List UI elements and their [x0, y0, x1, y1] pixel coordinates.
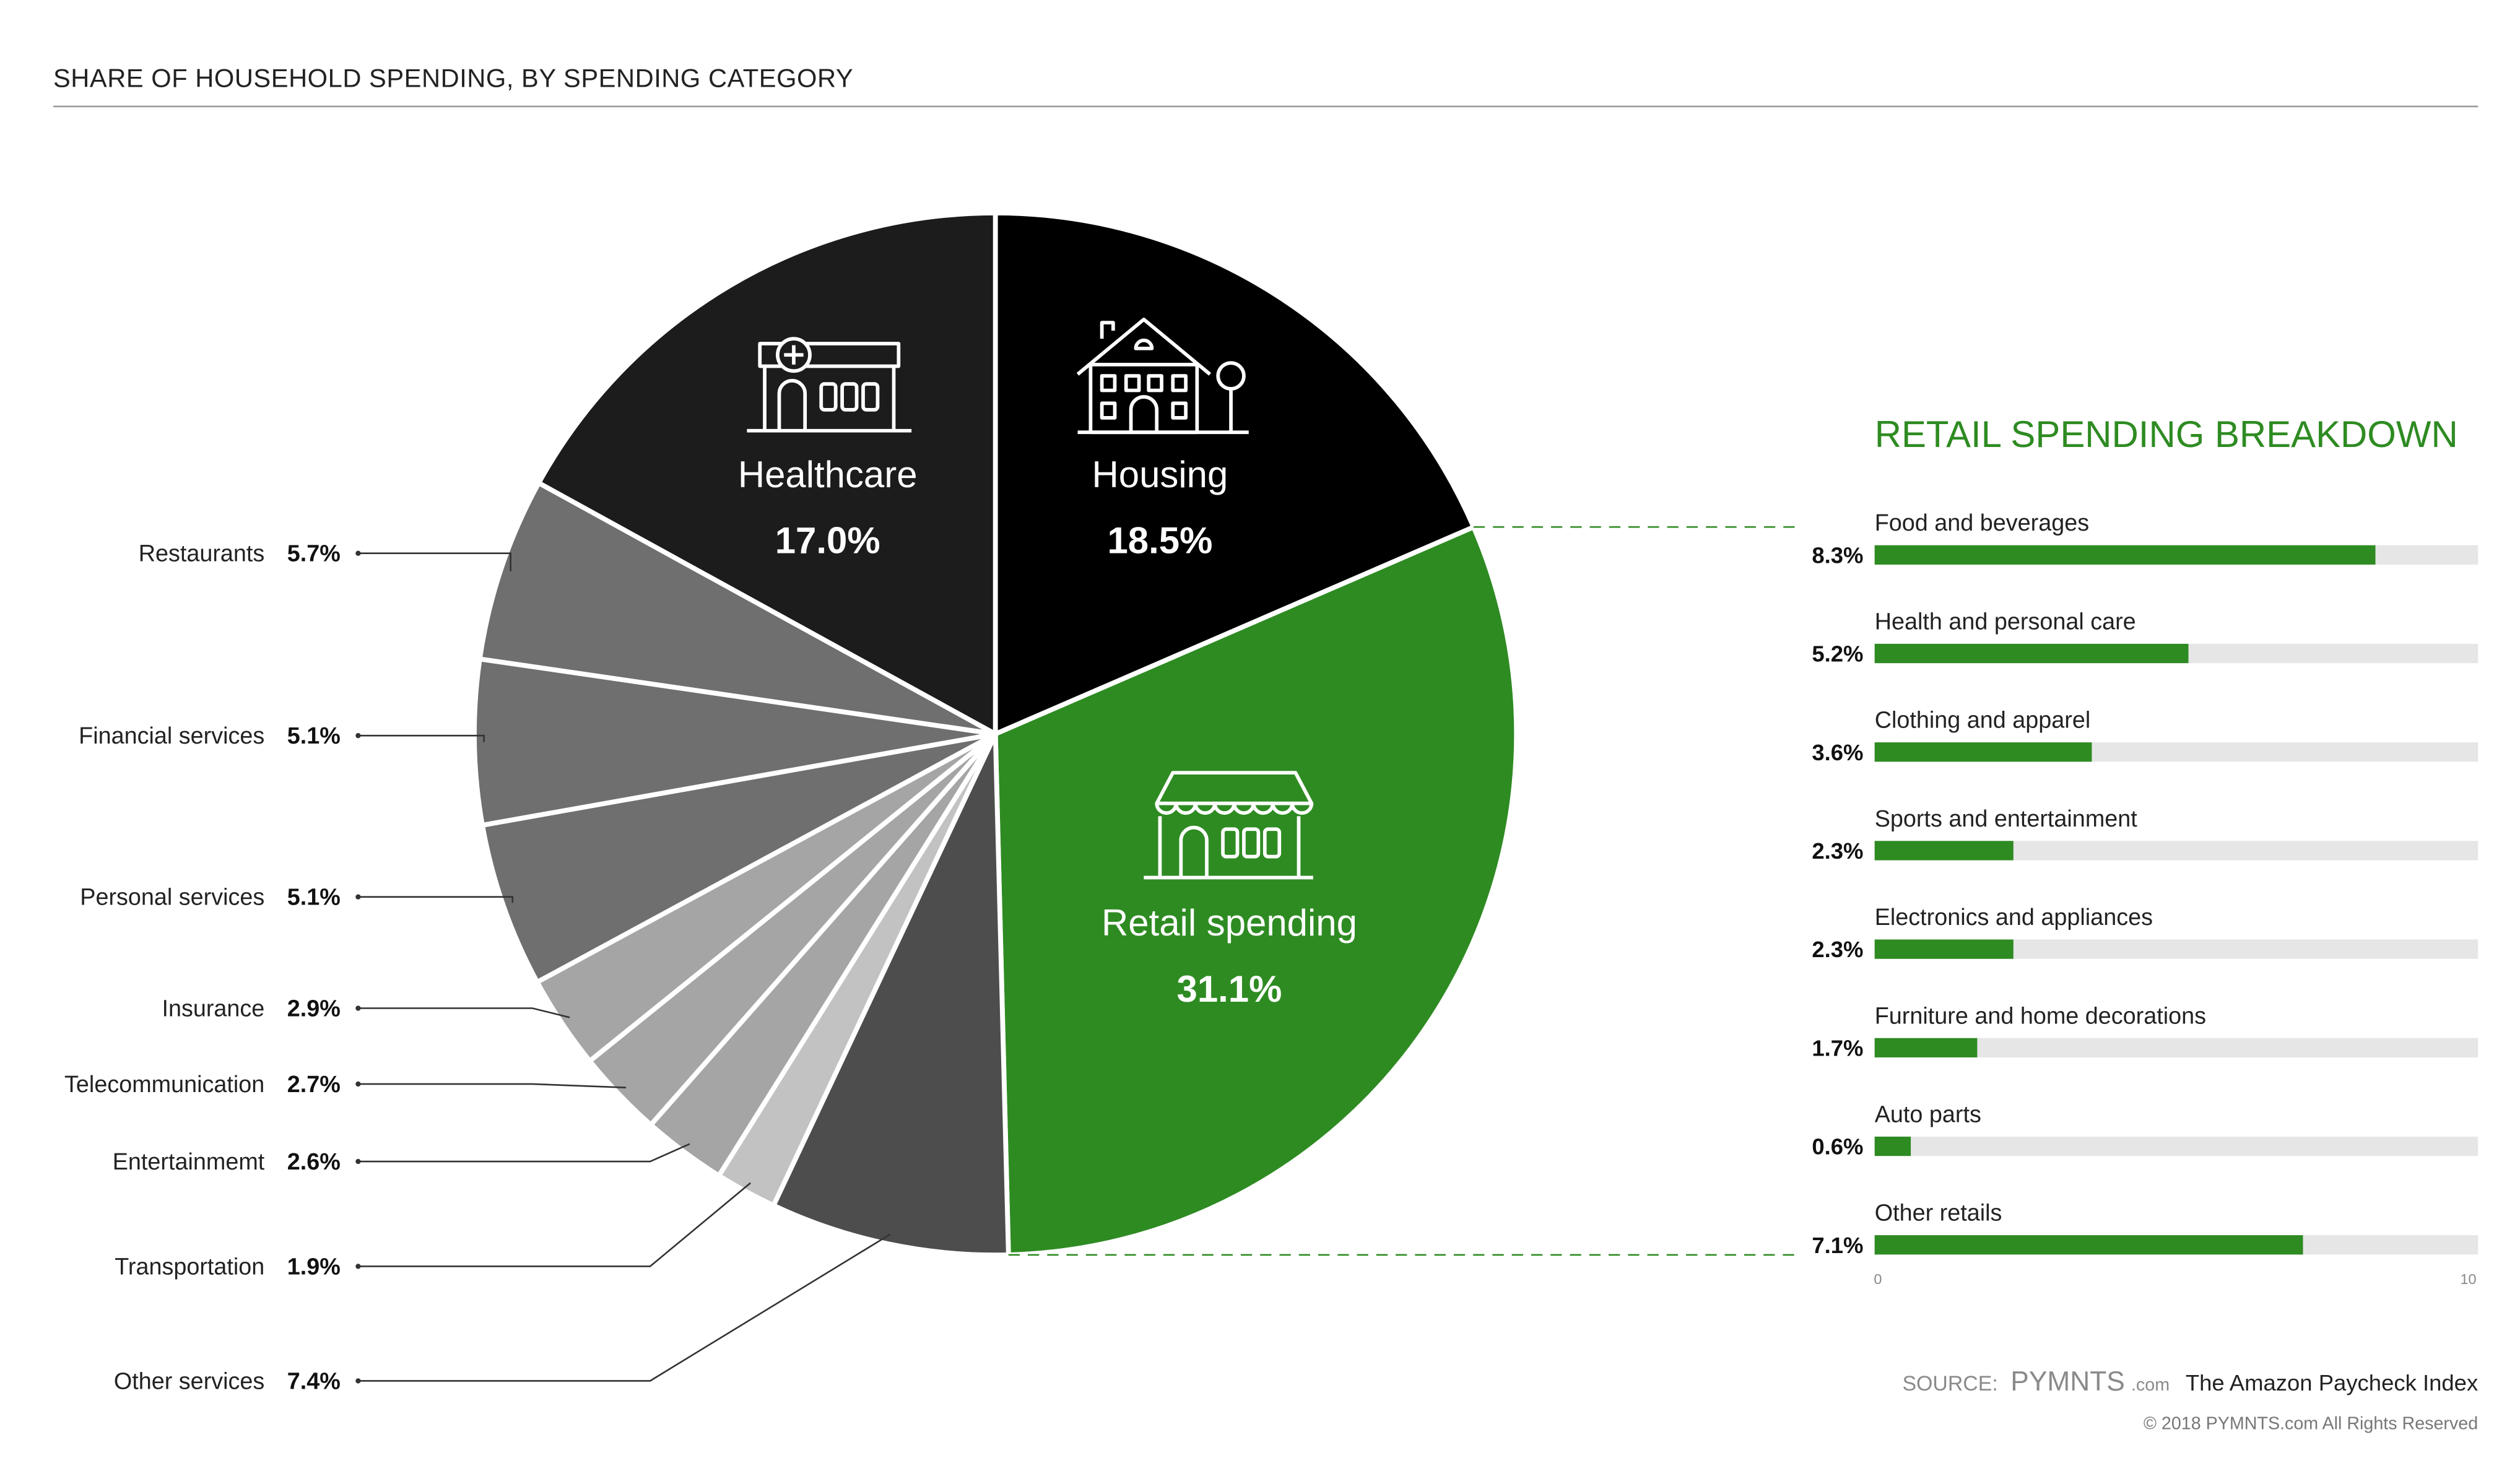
- retail-bar-category: Auto parts: [1875, 1101, 1981, 1127]
- leader-line-financial-services: [358, 734, 485, 742]
- retail-bar-fill: [1874, 841, 2014, 861]
- retail-bar-category: Furniture and home decorations: [1875, 1003, 2206, 1029]
- leader-line-entertainmemt: [358, 1143, 690, 1163]
- pie-label-housing: Housing: [1092, 454, 1228, 495]
- retail-bar-value: 3.6%: [1812, 740, 1863, 765]
- source-label: SOURCE:: [1902, 1372, 1997, 1395]
- retail-bar-row: Furniture and home decorations 1.7%: [1812, 1003, 2479, 1061]
- pie-value-personal-services: 5.1%: [287, 885, 341, 911]
- pie-slice-restaurants: [477, 480, 998, 737]
- retail-bar-category: Other retails: [1875, 1200, 2002, 1226]
- retail-bar-track: [1874, 1136, 2479, 1156]
- leader-dot-entertainmemt: [355, 1158, 361, 1165]
- pie-outside-labels: Other services 7.4% Transportation 1.9% Ente…: [64, 541, 341, 1395]
- axis-tick-0: 0: [1874, 1271, 1882, 1287]
- house-icon: [1076, 318, 1249, 435]
- copyright-text: © 2018 PYMNTS.com All Rights Reserved: [2144, 1414, 2478, 1434]
- retail-bar-row: Clothing and apparel 3.6%: [1812, 708, 2479, 765]
- pie-slice-financial-services: [472, 656, 998, 828]
- leader-line-insurance: [358, 1007, 570, 1018]
- pie-label-healthcare: Healthcare: [738, 454, 918, 495]
- retail-bar-chart: Food and beverages 8.3% Health and persona…: [1812, 510, 2479, 1258]
- pie-value-healthcare: 17.0%: [775, 520, 880, 562]
- retail-bar-fill: [1874, 1136, 1911, 1156]
- source-brand-suffix: .com: [2131, 1375, 2170, 1395]
- retail-bar-row: Sports and entertainment 2.3%: [1812, 806, 2479, 864]
- pie-label-financial-services: Financial services: [79, 723, 264, 749]
- retail-bar-category: Electronics and appliances: [1875, 905, 2153, 931]
- pie-label-retail-spending: Retail spending: [1101, 902, 1357, 944]
- retail-bar-row: Auto parts 0.6%: [1812, 1101, 2479, 1160]
- pie-value-entertainmemt: 2.6%: [287, 1149, 341, 1175]
- retail-bar-category: Sports and entertainment: [1875, 806, 2138, 832]
- leader-line-transportation: [358, 1182, 751, 1267]
- retail-bar-fill: [1874, 939, 2014, 959]
- leader-line-personal-services: [358, 896, 514, 903]
- page-title: SHARE OF HOUSEHOLD SPENDING, BY SPENDING…: [53, 64, 853, 93]
- retail-bar-fill: [1874, 1038, 1978, 1057]
- retail-bar-value: 1.7%: [1812, 1035, 1863, 1061]
- retail-bar-row: Health and personal care 5.2%: [1812, 609, 2479, 667]
- pie-label-personal-services: Personal services: [80, 885, 264, 911]
- pie-inside-labels: Housing 18.5% Retail spending 31.1% Healthca…: [738, 454, 1357, 1010]
- pie-slice-other-services: [771, 731, 1011, 1258]
- retail-bar-value: 5.2%: [1812, 641, 1863, 667]
- pie-slice-personal-services: [480, 731, 998, 985]
- source-brand: PYMNTS: [2010, 1366, 2125, 1397]
- leader-dot-telecommunication: [355, 1081, 361, 1087]
- pie-value-telecommunication: 2.7%: [287, 1072, 341, 1098]
- pie-label-transportation: Transportation: [115, 1254, 264, 1280]
- source-line: SOURCE: PYMNTS .com The Amazon Paycheck …: [1902, 1366, 2478, 1397]
- leader-line-other-services: [358, 1233, 891, 1382]
- pie-chart: [472, 210, 1519, 1258]
- pie-value-restaurants: 5.7%: [287, 541, 341, 567]
- retail-bar-value: 2.3%: [1812, 838, 1863, 864]
- retail-bar-category: Clothing and apparel: [1875, 708, 2091, 734]
- retail-bar-fill: [1874, 742, 2092, 762]
- retail-bar-value: 8.3%: [1812, 542, 1863, 568]
- pie-label-other-services: Other services: [114, 1368, 264, 1394]
- retail-bar-value: 0.6%: [1812, 1134, 1863, 1160]
- store-icon: [1144, 771, 1314, 880]
- pie-value-insurance: 2.9%: [287, 996, 341, 1022]
- retail-bar-row: Other retails 7.1%: [1812, 1200, 2479, 1258]
- source-report: The Amazon Paycheck Index: [2186, 1370, 2478, 1395]
- pie-label-entertainmemt: Entertainmemt: [113, 1149, 265, 1175]
- hospital-icon: [747, 337, 912, 433]
- retail-bar-category: Health and personal care: [1875, 609, 2136, 635]
- retail-bar-fill: [1874, 643, 2189, 664]
- leader-line-telecommunication: [358, 1083, 627, 1088]
- retail-bar-row: Electronics and appliances 2.3%: [1812, 905, 2479, 962]
- pie-label-telecommunication: Telecommunication: [64, 1072, 264, 1098]
- pie-label-insurance: Insurance: [162, 996, 264, 1022]
- pie-value-other-services: 7.4%: [287, 1368, 341, 1394]
- retail-bar-row: Food and beverages 8.3%: [1812, 510, 2479, 568]
- retail-bar-value: 7.1%: [1812, 1233, 1863, 1258]
- pie-value-housing: 18.5%: [1107, 520, 1212, 562]
- leader-dot-insurance: [355, 1005, 361, 1011]
- pie-slice-retail-spending: [993, 524, 1519, 1257]
- retail-bar-fill: [1874, 545, 2376, 565]
- retail-bar-value: 2.3%: [1812, 937, 1863, 962]
- pie-label-restaurants: Restaurants: [139, 541, 265, 567]
- pie-leader-lines: [355, 550, 891, 1384]
- pie-value-transportation: 1.9%: [287, 1254, 341, 1280]
- leader-dot-personal-services: [355, 894, 361, 900]
- retail-bar-category: Food and beverages: [1875, 510, 2089, 536]
- pie-value-financial-services: 5.1%: [287, 723, 341, 749]
- retail-breakdown-title: RETAIL SPENDING BREAKDOWN: [1875, 414, 2458, 455]
- leader-dot-restaurants: [355, 550, 361, 556]
- pie-value-retail-spending: 31.1%: [1177, 968, 1282, 1010]
- retail-bar-fill: [1874, 1235, 2303, 1255]
- leader-dot-financial-services: [355, 732, 361, 739]
- axis-tick-10: 10: [2461, 1271, 2477, 1287]
- leader-dot-transportation: [355, 1264, 361, 1269]
- leader-line-restaurants: [358, 552, 511, 571]
- leader-dot-other-services: [355, 1378, 361, 1384]
